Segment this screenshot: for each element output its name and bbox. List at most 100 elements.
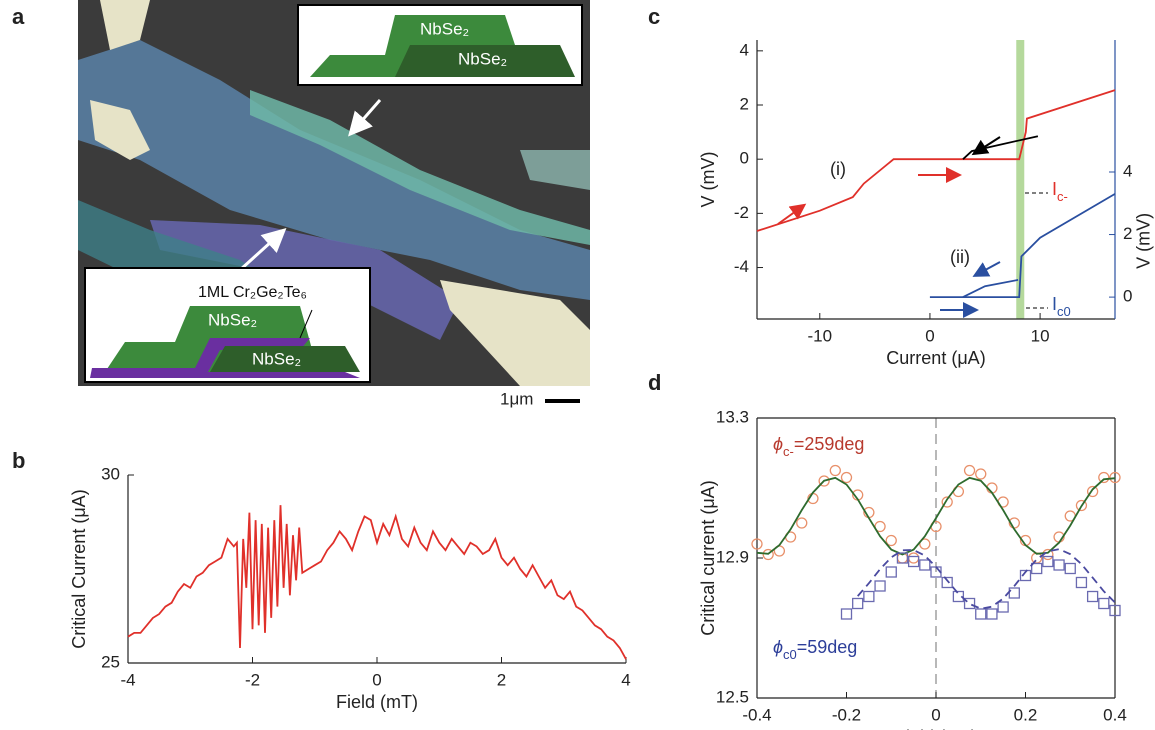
y2-tick-label: 0: [1123, 287, 1132, 306]
data-point: [874, 580, 886, 592]
annotation: ϕc0=59deg: [773, 637, 857, 662]
data-point: [907, 555, 920, 568]
data-point: [1109, 471, 1121, 484]
y-tick-label: 13.3: [716, 407, 749, 426]
data-point: [852, 597, 864, 610]
highlight-band: [1016, 40, 1025, 319]
data-point: [1019, 569, 1032, 582]
flake-blue: [78, 40, 590, 300]
data-point: [997, 601, 1009, 613]
data-point: [941, 576, 953, 589]
y2-tick-label: 4: [1123, 161, 1132, 180]
inset-label: NbSe₂: [208, 310, 257, 329]
data-line: [962, 279, 1019, 298]
data-line: [857, 548, 1116, 610]
x-tick-label: 4: [621, 670, 630, 689]
data-line: [756, 89, 1116, 232]
x-axis-label: Field (mT): [336, 692, 418, 712]
x-axis-label: Field (mT): [895, 727, 977, 730]
data-point: [919, 559, 931, 571]
panel-label: a: [12, 4, 25, 29]
data-point: [796, 517, 808, 529]
data-point: [840, 471, 853, 484]
panel-c-decor: [777, 136, 1048, 318]
flake-cyan: [250, 90, 590, 245]
layer-bottom: [210, 346, 360, 372]
annotation-part: c-: [783, 444, 794, 459]
y-axis-label: V (mV): [698, 152, 718, 208]
electrode: [440, 280, 590, 386]
electrode: [100, 0, 150, 50]
annotation: ϕc-=259deg: [773, 434, 864, 459]
data-line: [929, 193, 1116, 298]
data-point: [751, 538, 763, 550]
data-point: [919, 538, 931, 550]
x-tick-label: -2: [245, 670, 260, 689]
y-tick-label: 12.5: [716, 687, 749, 706]
inset-label: NbSe₂: [252, 349, 301, 368]
x-tick-label: -0.2: [832, 705, 861, 724]
x-tick-label: 0: [931, 705, 940, 724]
annotation-part: c0: [1057, 304, 1071, 319]
electrode: [90, 100, 150, 160]
data-point: [1098, 471, 1110, 484]
inset-label: 1ML Cr₂Ge₂Te₆: [198, 284, 307, 301]
data-point: [1109, 604, 1121, 617]
annotation-part: =59deg: [797, 637, 858, 657]
x-tick-label: 2: [497, 670, 506, 689]
inset-label: NbSe₂: [458, 49, 507, 68]
x-axis-label: Current (μA): [886, 348, 985, 368]
data-point: [829, 464, 841, 477]
y-axis-label: Critical Current (μA): [69, 489, 89, 648]
panel-label: d: [648, 370, 661, 395]
marker-line: [1021, 168, 1048, 194]
y-tick-label: 12.9: [716, 547, 749, 566]
inset-top: NbSe₂ NbSe₂: [297, 4, 583, 86]
x-tick-label: 0: [372, 670, 381, 689]
annotation-part: I: [1052, 294, 1057, 314]
x-tick-label: 0: [925, 326, 934, 345]
data-point: [885, 534, 897, 547]
y-tick-label: -4: [734, 257, 749, 276]
data-point: [1031, 562, 1043, 575]
data-point: [1098, 597, 1110, 610]
data-point: [975, 608, 987, 620]
data-point: [963, 464, 976, 477]
annotation-part: =259deg: [794, 434, 865, 454]
data-line: [756, 476, 1116, 556]
y2-axis-label: V (mV): [1134, 213, 1154, 269]
data-point: [975, 468, 987, 480]
y2-tick-label: 2: [1123, 224, 1132, 243]
data-point: [885, 566, 897, 578]
data-point: [762, 548, 774, 561]
data-point: [941, 496, 953, 508]
x-tick-label: -0.4: [742, 705, 771, 724]
arrow: [777, 203, 807, 225]
data-point: [1042, 555, 1054, 568]
data-point: [952, 590, 965, 603]
data-point: [1053, 559, 1065, 571]
scale-bar-label: 1μm: [500, 389, 533, 408]
data-point: [1064, 562, 1076, 575]
data-point: [1008, 587, 1020, 599]
annotation-part: c-: [1057, 189, 1068, 204]
y-tick-label: 25: [101, 652, 120, 671]
x-tick-label: -4: [120, 670, 135, 689]
arrow: [972, 261, 1001, 277]
data-point: [1086, 590, 1099, 603]
panel-label: b: [12, 448, 25, 473]
data-point: [840, 608, 853, 620]
marker-line: [1021, 298, 1048, 309]
data-point: [1075, 576, 1088, 589]
data-point: [1075, 499, 1088, 512]
x-tick-label: 0.4: [1103, 705, 1127, 724]
y-tick-label: 0: [740, 149, 749, 168]
data-line: [962, 135, 1039, 160]
y-tick-label: 30: [101, 464, 120, 483]
y-tick-label: 4: [740, 40, 749, 59]
data-point: [963, 597, 976, 610]
annotation-part: ϕ: [773, 637, 783, 657]
inset-label: NbSe₂: [420, 19, 469, 38]
annotation: Ic0: [1052, 294, 1071, 319]
